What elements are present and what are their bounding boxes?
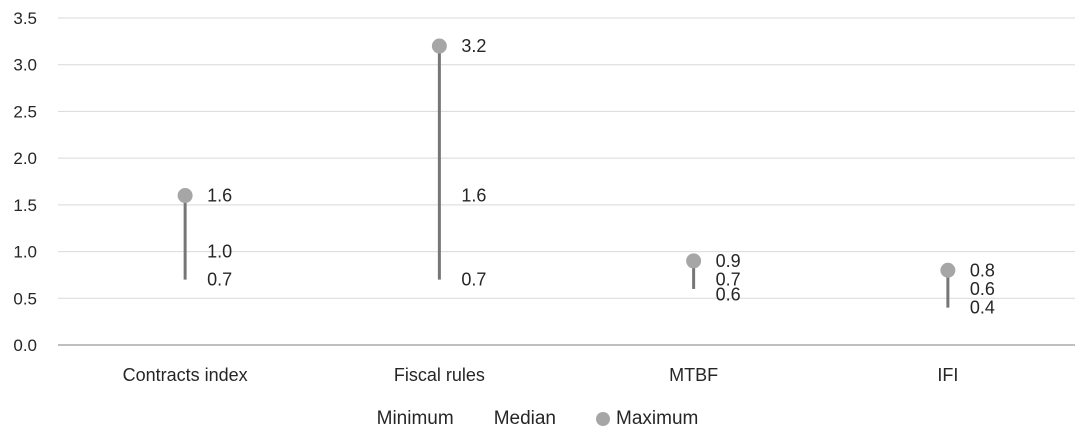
data-label-minimum: 0.7: [461, 270, 486, 290]
legend-label-minimum: Minimum: [376, 408, 454, 429]
data-label-maximum: 0.9: [716, 251, 741, 271]
y-tick-label: 1.5: [13, 196, 37, 215]
data-label-maximum: 1.6: [207, 186, 232, 206]
data-label-median: 1.0: [207, 242, 232, 262]
legend: Minimum Median Maximum: [0, 408, 1075, 430]
data-label-median: 0.7: [716, 270, 741, 290]
y-tick-label: 0.5: [13, 289, 37, 308]
maximum-marker: [686, 253, 702, 269]
maximum-marker: [431, 38, 447, 54]
y-tick-label: 3.0: [13, 56, 37, 75]
x-tick-label: Contracts index: [123, 365, 248, 385]
y-tick-label: 3.5: [13, 9, 37, 28]
y-tick-label: 2.0: [13, 149, 37, 168]
maximum-marker: [177, 188, 193, 204]
y-tick-label: 0.0: [13, 336, 37, 355]
data-label-minimum: 0.6: [716, 285, 741, 305]
legend-item-median: Median: [494, 408, 556, 430]
maximum-marker: [940, 262, 956, 278]
x-tick-label: Fiscal rules: [394, 365, 485, 385]
legend-item-maximum: Maximum: [596, 408, 698, 430]
data-label-median: 1.6: [461, 186, 486, 206]
legend-label-median: Median: [493, 408, 557, 429]
data-label-median: 0.6: [970, 279, 995, 299]
y-tick-label: 2.5: [13, 102, 37, 121]
maximum-marker-icon: [596, 412, 611, 426]
legend-label-maximum: Maximum: [616, 408, 699, 429]
data-label-maximum: 3.2: [461, 36, 486, 56]
data-label-maximum: 0.8: [970, 260, 995, 280]
data-label-minimum: 0.7: [207, 270, 232, 290]
y-tick-label: 1.0: [13, 243, 37, 262]
range-chart: 0.0 0.5 1.0 1.5 2.0 2.5 3.0 3.5 Contracts index 1…: [13, 9, 1075, 385]
data-label-minimum: 0.4: [970, 298, 995, 318]
x-tick-label: IFI: [937, 365, 958, 385]
legend-item-minimum: Minimum: [377, 408, 454, 430]
x-tick-label: MTBF: [669, 365, 718, 385]
